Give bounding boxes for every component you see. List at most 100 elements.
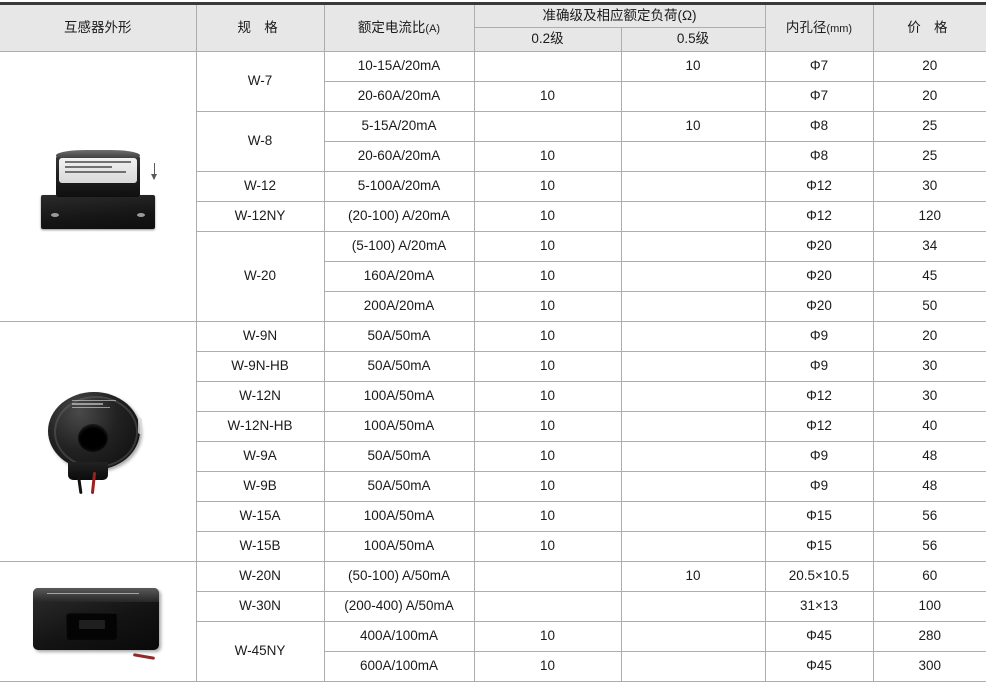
cell-inner-bore: Φ7	[764, 51, 874, 82]
column-header-bore: 内孔径(mm)	[764, 5, 874, 52]
table-row: 200A/20mA 10 Φ20 50	[0, 291, 986, 322]
cell-class-05-burden	[620, 501, 766, 532]
cell-price: 20	[872, 321, 986, 352]
table-row: 160A/20mA 10 Φ20 45	[0, 261, 986, 292]
cell-model: W-12NY	[196, 201, 325, 232]
cell-class-02-burden: 10	[473, 531, 622, 562]
table-row: W-12 5-100A/20mA 10 Φ12 30	[0, 171, 986, 202]
cell-class-05-burden	[620, 591, 766, 622]
table-row: W-12N 100A/50mA 10 Φ12 30	[0, 381, 986, 412]
cell-model: W-15B	[196, 531, 325, 562]
cell-class-05-burden	[620, 411, 766, 442]
column-header-class-05: 0.5级	[620, 27, 765, 52]
cell-inner-bore: Φ12	[764, 411, 874, 442]
cell-class-02-burden: 10	[473, 291, 622, 322]
cell-class-02-burden	[473, 591, 622, 622]
cell-model: W-12	[196, 171, 325, 202]
cell-price: 100	[872, 591, 986, 622]
cell-rated-current-ratio: 10-15A/20mA	[323, 51, 475, 82]
table-row: W-8 5-15A/20mA 10 Φ8 25	[0, 111, 986, 172]
product-photo-bracket-mount-ct	[0, 51, 197, 322]
cell-class-02-burden	[473, 111, 622, 142]
top-rule	[0, 2, 986, 5]
product-photo-round-toroidal-ct	[0, 321, 197, 562]
column-header-photo: 互感器外形	[0, 5, 197, 52]
cell-rated-current-ratio: 50A/50mA	[323, 321, 475, 352]
cell-model: W-12N	[196, 381, 325, 412]
table-body: W-7 10-15A/20mA 10 Φ7 20 20-60A/20mA 10 Φ7 20 W-8…	[0, 51, 986, 682]
cell-class-05-burden	[620, 261, 766, 292]
cell-price: 25	[872, 111, 986, 142]
column-header-accuracy-group: 准确级及相应额定负荷(Ω)	[473, 5, 766, 28]
cell-price: 25	[872, 141, 986, 172]
cell-inner-bore: Φ8	[764, 141, 874, 172]
cell-inner-bore: Φ9	[764, 441, 874, 472]
cell-class-02-burden: 10	[473, 231, 622, 262]
cell-rated-current-ratio: 100A/50mA	[323, 411, 475, 442]
cell-price: 30	[872, 381, 986, 412]
cell-class-02-burden: 10	[473, 411, 622, 442]
cell-inner-bore: Φ20	[764, 291, 874, 322]
cell-class-02-burden: 10	[473, 81, 622, 112]
cell-rated-current-ratio: 20-60A/20mA	[324, 141, 475, 172]
cell-rated-current-ratio: (5-100) A/20mA	[323, 231, 475, 262]
table-row: W-45NY 400A/100mA 10 Φ45 280	[0, 621, 986, 682]
cell-inner-bore: Φ45	[764, 621, 874, 652]
cell-model: W-20N	[195, 561, 325, 592]
table-row: W-30N (200-400) A/50mA 31×13 100	[0, 591, 986, 622]
cell-class-02-burden	[473, 51, 622, 82]
cell-price: 30	[872, 351, 986, 382]
cell-inner-bore: Φ8	[764, 111, 874, 142]
table-row: W-9N 50A/50mA 10 Φ9 20	[0, 321, 986, 562]
table-row: W-12NY (20-100) A/20mA 10 Φ12 120	[0, 201, 986, 232]
cell-rated-current-ratio: 5-15A/20mA	[323, 111, 475, 142]
cell-inner-bore: Φ9	[764, 351, 874, 382]
cell-class-02-burden: 10	[473, 501, 622, 532]
cell-model: W-30N	[196, 591, 325, 622]
cell-model: W-9N	[195, 321, 325, 352]
cell-rated-current-ratio: 100A/50mA	[323, 531, 475, 562]
cell-inner-bore: Φ7	[764, 81, 874, 112]
cell-rated-current-ratio: (50-100) A/50mA	[323, 561, 475, 592]
cell-rated-current-ratio: 50A/50mA	[323, 351, 475, 382]
cell-model: W-20	[196, 231, 325, 322]
cell-price: 56	[872, 531, 986, 562]
cell-inner-bore: Φ15	[764, 531, 874, 562]
cell-inner-bore: Φ20	[764, 261, 874, 292]
table-row: W-15B 100A/50mA 10 Φ15 56	[0, 531, 986, 562]
cell-class-02-burden: 10	[473, 171, 622, 202]
table-row: 20-60A/20mA 10 Φ8 25	[0, 141, 986, 172]
cell-class-05-burden	[620, 381, 766, 412]
cell-class-02-burden: 10	[473, 351, 622, 382]
cell-model: W-9A	[196, 441, 325, 472]
cell-class-05-burden	[620, 201, 766, 232]
cell-class-05-burden	[620, 651, 766, 682]
cell-class-05-burden: 10	[620, 111, 766, 142]
cell-rated-current-ratio: 50A/50mA	[323, 441, 475, 472]
cell-price: 56	[872, 501, 986, 532]
cell-rated-current-ratio: 5-100A/20mA	[323, 171, 475, 202]
cell-class-02-burden: 10	[473, 441, 622, 472]
cell-model: W-15A	[196, 501, 325, 532]
cell-class-05-burden	[620, 471, 766, 502]
cell-class-05-burden	[620, 141, 766, 172]
cell-inner-bore: Φ12	[764, 171, 874, 202]
cell-inner-bore: 31×13	[764, 591, 874, 622]
cell-class-05-burden	[620, 321, 766, 352]
cell-price: 280	[872, 621, 986, 652]
cell-class-02-burden	[473, 561, 622, 592]
cell-rated-current-ratio: 50A/50mA	[323, 471, 475, 502]
cell-price: 30	[872, 171, 986, 202]
cell-price: 48	[872, 471, 986, 502]
cell-class-02-burden: 10	[473, 141, 622, 172]
table-header: 互感器外形 规 格 额定电流比(A) 准确级及相应额定负荷(Ω) 内孔径(mm)…	[0, 5, 986, 52]
cell-inner-bore: Φ9	[764, 471, 874, 502]
cell-rated-current-ratio: 160A/20mA	[324, 261, 475, 292]
column-header-model: 规 格	[195, 5, 325, 52]
cell-class-02-burden: 10	[473, 201, 622, 232]
table-row: W-7 10-15A/20mA 10 Φ7 20	[0, 51, 986, 322]
cell-class-05-burden	[620, 531, 766, 562]
column-header-class-02: 0.2级	[474, 27, 622, 52]
cell-model: W-9N-HB	[196, 351, 325, 382]
